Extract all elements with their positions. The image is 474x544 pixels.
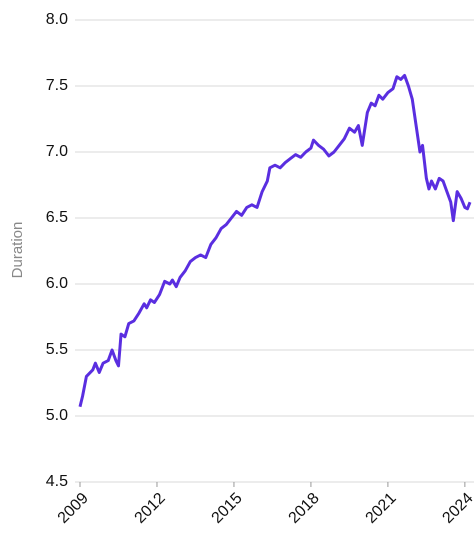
y-tick-label: 5.0 [46, 407, 68, 424]
x-tick-label: 2012 [132, 490, 169, 527]
y-tick-label: 7.5 [46, 77, 68, 94]
y-tick-label: 6.5 [46, 209, 68, 226]
x-tick-label: 2021 [363, 490, 400, 527]
x-tick-label: 2024 [439, 490, 474, 527]
x-tick-label: 2018 [286, 490, 323, 527]
y-tick-label: 6.0 [46, 275, 68, 292]
x-tick-label: 2015 [209, 490, 246, 527]
x-tick-label: 2009 [55, 490, 92, 527]
y-tick-label: 4.5 [46, 473, 68, 490]
y-tick-label: 7.0 [46, 143, 68, 160]
line [78, 73, 472, 408]
y-tick-label: 8.0 [46, 11, 68, 28]
y-axis-label: Duration [9, 222, 26, 279]
y-tick-label: 5.5 [46, 341, 68, 358]
